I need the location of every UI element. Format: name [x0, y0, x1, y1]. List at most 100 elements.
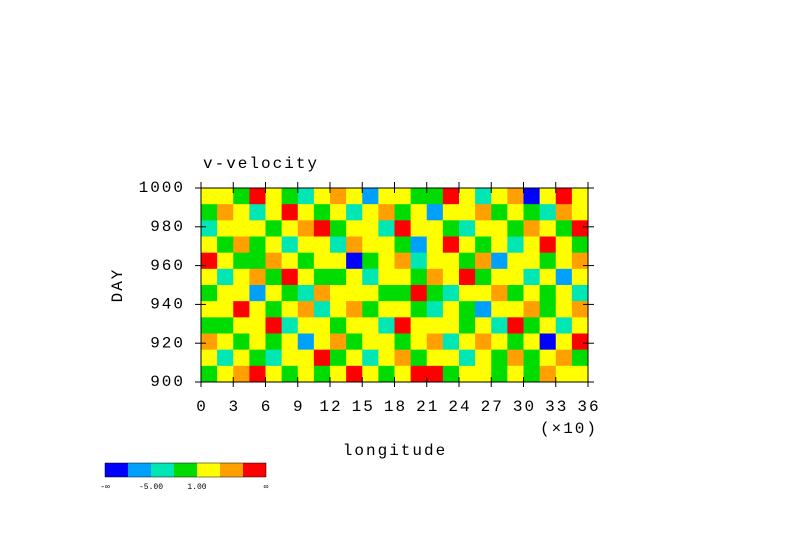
- cell: [346, 204, 363, 221]
- cell: [459, 204, 476, 221]
- cell: [539, 317, 557, 334]
- cell: [281, 285, 299, 302]
- cell: [378, 252, 395, 270]
- cell: [217, 333, 234, 351]
- cell: [233, 317, 250, 334]
- cell: [539, 333, 557, 351]
- cell: [362, 204, 379, 221]
- cell: [523, 188, 541, 205]
- cell: [394, 236, 412, 254]
- cell: [378, 317, 395, 334]
- cell: [378, 236, 395, 254]
- cell: [426, 220, 444, 237]
- cell: [378, 365, 395, 382]
- cell: [217, 317, 234, 334]
- cell: [491, 188, 508, 205]
- cell: [313, 204, 331, 221]
- cell: [249, 252, 266, 270]
- cell: [330, 204, 347, 221]
- cell: [539, 349, 557, 367]
- cell: [442, 333, 460, 351]
- cell: [362, 188, 379, 205]
- cell: [217, 301, 234, 318]
- cell: [249, 365, 266, 382]
- cell: [265, 236, 283, 254]
- cell: [362, 317, 379, 334]
- cell: [281, 317, 299, 334]
- cell: [330, 236, 347, 254]
- cell: [410, 252, 428, 270]
- cell: [330, 349, 347, 367]
- cell: [394, 220, 412, 237]
- cell: [217, 236, 234, 254]
- cell: [491, 333, 508, 351]
- cell: [410, 285, 428, 302]
- cell: [571, 349, 588, 367]
- cell: [378, 188, 395, 205]
- cell: [217, 285, 234, 302]
- cell: [313, 268, 331, 286]
- cell: [571, 204, 588, 221]
- cell: [475, 333, 492, 351]
- cell: [571, 236, 588, 254]
- cell: [442, 204, 460, 221]
- x-tick-label: 30: [513, 398, 536, 416]
- cell: [313, 301, 331, 318]
- cell: [281, 268, 299, 286]
- cell: [330, 220, 347, 237]
- cell: [346, 285, 363, 302]
- cell: [249, 317, 266, 334]
- y-tick-label: 900: [150, 373, 185, 391]
- cell: [426, 268, 444, 286]
- cell: [394, 268, 412, 286]
- cell: [507, 301, 524, 318]
- cell: [491, 349, 508, 367]
- cell: [475, 317, 492, 334]
- cell: [459, 220, 476, 237]
- cell: [233, 301, 250, 318]
- cell: [297, 317, 315, 334]
- cell: [394, 365, 412, 382]
- cell: [475, 252, 492, 270]
- x-tick-label: 0: [196, 398, 208, 416]
- cell: [265, 285, 283, 302]
- cell: [281, 333, 299, 351]
- cell: [555, 236, 573, 254]
- cell: [313, 365, 331, 382]
- cell: [362, 349, 379, 367]
- cell: [201, 317, 218, 334]
- cell: [491, 285, 508, 302]
- cell: [426, 188, 444, 205]
- cell: [571, 333, 588, 351]
- cell: [539, 252, 557, 270]
- cell: [281, 365, 299, 382]
- cell: [459, 252, 476, 270]
- cell: [330, 301, 347, 318]
- x-tick-label: 12: [319, 398, 342, 416]
- cell: [523, 365, 541, 382]
- cell: [378, 268, 395, 286]
- cell: [313, 220, 331, 237]
- cell: [233, 268, 250, 286]
- cell: [475, 204, 492, 221]
- cell: [442, 301, 460, 318]
- cell: [523, 333, 541, 351]
- cell: [201, 285, 218, 302]
- cell: [426, 349, 444, 367]
- cell: [475, 236, 492, 254]
- cell: [410, 188, 428, 205]
- colorbar-label: -5.00: [139, 483, 163, 492]
- cell: [507, 349, 524, 367]
- colorbar-swatch: [105, 463, 128, 477]
- cell: [281, 188, 299, 205]
- cell: [555, 301, 573, 318]
- cell: [265, 365, 283, 382]
- x-tick-label: 9: [293, 398, 305, 416]
- cell: [297, 349, 315, 367]
- cell: [265, 252, 283, 270]
- cell: [571, 268, 588, 286]
- cell: [507, 236, 524, 254]
- cell: [249, 349, 266, 367]
- field: [201, 188, 588, 382]
